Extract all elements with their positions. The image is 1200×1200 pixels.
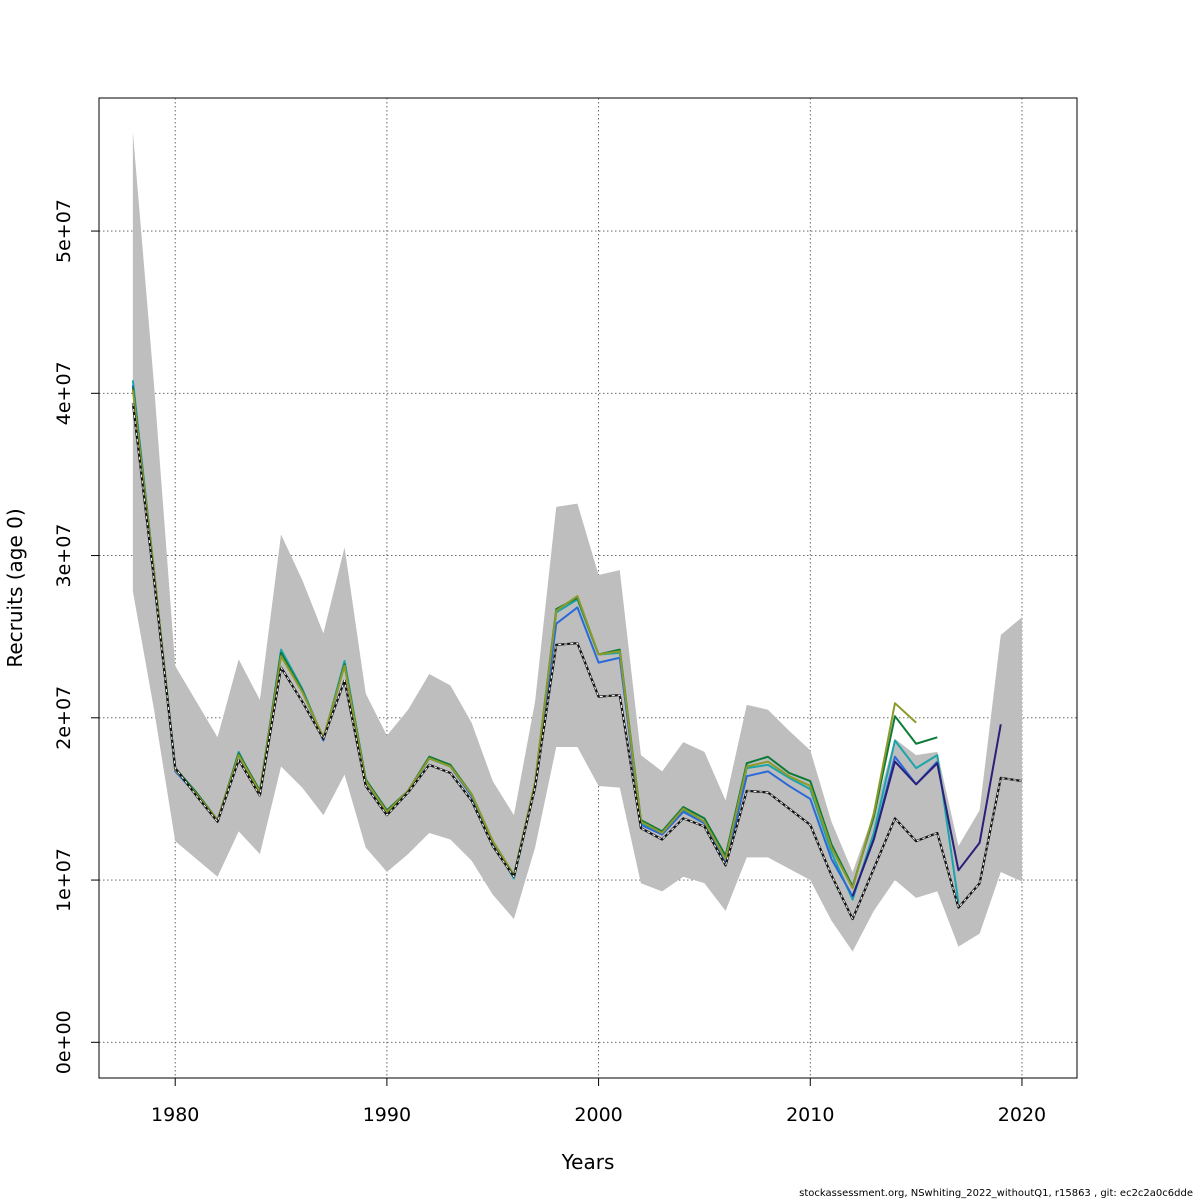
- x-tick-label: 2000: [574, 1104, 622, 1126]
- y-tick-label: 5e+07: [53, 199, 75, 263]
- plot-frame: [98, 97, 1078, 1079]
- x-tick-label: 2010: [786, 1104, 834, 1126]
- x-tick-label: 2020: [998, 1104, 1046, 1126]
- x-tick-label: 1990: [363, 1104, 411, 1126]
- footer-credit: stockassessment.org, NSwhiting_2022_with…: [799, 1188, 1193, 1199]
- x-tick-label: 1980: [151, 1104, 199, 1126]
- y-axis: 0e+00 1e+07 2e+07 3e+07 4e+07 5e+07: [53, 199, 99, 1074]
- confidence-band-layer: [132, 132, 1022, 952]
- y-axis-title: Recruits (age 0): [3, 508, 27, 667]
- y-tick-label: 4e+07: [53, 361, 75, 425]
- series-line-4: [851, 724, 1002, 897]
- series-line-5: [132, 402, 1023, 921]
- y-tick-label: 0e+00: [53, 1010, 75, 1074]
- series-lines-layer: [131, 380, 1023, 921]
- y-tick-label: 3e+07: [53, 524, 75, 588]
- x-axis-title: Years: [561, 1150, 615, 1174]
- y-tick-label: 1e+07: [53, 848, 75, 912]
- confidence-band: [132, 132, 1022, 952]
- y-tick-label: 2e+07: [53, 686, 75, 750]
- x-axis: 1980 1990 2000 2010 2020: [151, 1078, 1046, 1126]
